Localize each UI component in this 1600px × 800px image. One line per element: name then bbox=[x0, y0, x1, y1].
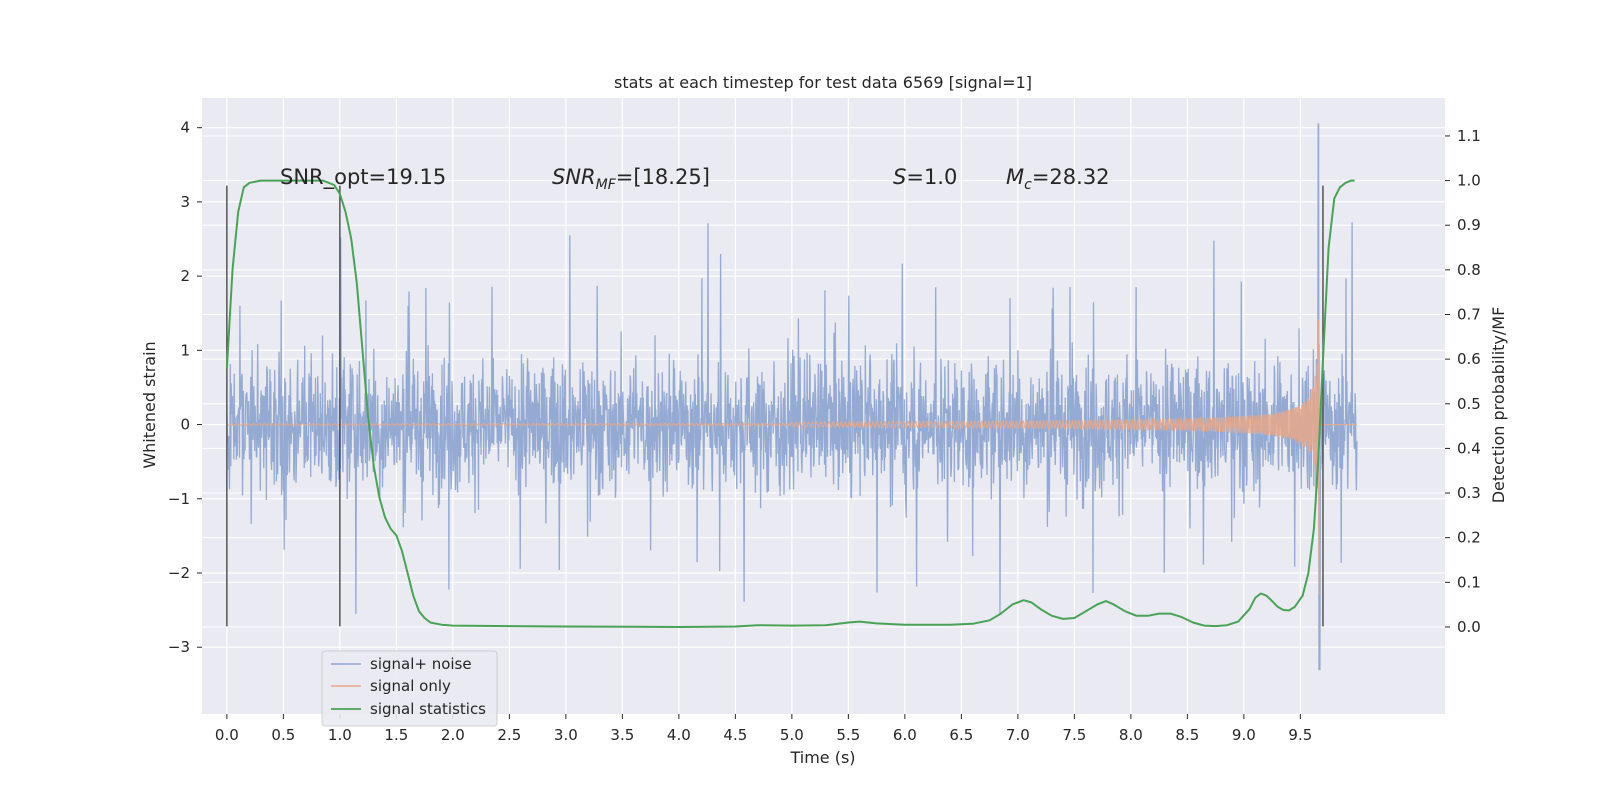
x-tick-label: 3.0 bbox=[554, 726, 578, 744]
x-tick-label: 2.0 bbox=[441, 726, 465, 744]
y2-tick-label: 0.8 bbox=[1457, 261, 1481, 279]
x-axis-label: Time (s) bbox=[789, 748, 855, 767]
x-tick-label: 9.5 bbox=[1288, 726, 1312, 744]
signal-statistics-line bbox=[225, 179, 1355, 628]
annotation-s-value: =1.0 bbox=[906, 165, 957, 189]
signal-noise-line bbox=[226, 123, 1358, 671]
legend-label-signal-only: signal only bbox=[370, 677, 451, 695]
annotation-snr-mf: SNRMF=[18.25] bbox=[552, 165, 710, 193]
chart-title: stats at each timestep for test data 656… bbox=[614, 73, 1032, 92]
x-tick-label: 1.0 bbox=[328, 726, 352, 744]
y2-axis-label: Detection probability/MF bbox=[1489, 307, 1508, 504]
x-tick-label: 2.5 bbox=[497, 726, 521, 744]
x-tick-label: 0.5 bbox=[271, 726, 295, 744]
annotation-mc-sub: c bbox=[1024, 177, 1032, 193]
x-tick-label: 6.0 bbox=[893, 726, 917, 744]
y-tick-label: 1 bbox=[180, 341, 190, 359]
x-tick-label: 7.5 bbox=[1062, 726, 1086, 744]
window-markers bbox=[226, 185, 1324, 627]
y2-tick-label: 1.0 bbox=[1457, 172, 1481, 190]
signal-only-line bbox=[226, 319, 1357, 595]
x-tick-label: 4.5 bbox=[723, 726, 747, 744]
y2-tick-label: 0.4 bbox=[1457, 439, 1481, 457]
annotation-snr-mf-name: SNR bbox=[552, 165, 596, 189]
y-tick-label: 2 bbox=[180, 267, 190, 285]
x-tick-label: 9.0 bbox=[1232, 726, 1256, 744]
x-tick-label: 5.0 bbox=[780, 726, 804, 744]
legend-label-signal-noise: signal+ noise bbox=[370, 655, 472, 673]
series-signal-noise bbox=[226, 123, 1358, 671]
legend-box bbox=[321, 650, 498, 727]
y-tick-label: −1 bbox=[168, 490, 190, 508]
annotation-mc-value: =28.32 bbox=[1032, 165, 1110, 189]
y-tick-label: 3 bbox=[180, 193, 190, 211]
x-tick-label: 8.0 bbox=[1119, 726, 1143, 744]
y2-tick-label: 0.5 bbox=[1457, 395, 1481, 413]
y2-tick-label: 0.0 bbox=[1457, 618, 1481, 636]
x-tick-label: 5.5 bbox=[836, 726, 860, 744]
y2-tick-label: 0.1 bbox=[1457, 573, 1481, 591]
y-tick-label: −2 bbox=[168, 564, 190, 582]
annotations: SNR_opt=19.15 SNRMF=[18.25] S=1.0 Mc=28.… bbox=[280, 165, 1110, 193]
annotation-s: S=1.0 bbox=[893, 165, 957, 189]
annotation-snr-mf-sub: MF bbox=[596, 177, 617, 193]
y2-tick-label: 1.1 bbox=[1457, 127, 1481, 145]
annotation-snr-mf-value: =[18.25] bbox=[616, 165, 710, 189]
annotation-mc-name: M bbox=[1006, 165, 1024, 189]
y-tick-label: −3 bbox=[168, 638, 190, 656]
y-tick-label: 4 bbox=[180, 119, 190, 137]
x-tick-label: 7.0 bbox=[1006, 726, 1030, 744]
series-signal-statistics bbox=[225, 179, 1355, 628]
x-tick-label: 6.5 bbox=[949, 726, 973, 744]
x-tick-label: 4.0 bbox=[667, 726, 691, 744]
y-axis-label: Whitened strain bbox=[140, 341, 159, 468]
y2-tick-label: 0.6 bbox=[1457, 350, 1481, 368]
y2-tick-label: 0.9 bbox=[1457, 216, 1481, 234]
x-tick-label: 3.5 bbox=[610, 726, 634, 744]
y-tick-label: 0 bbox=[180, 416, 190, 434]
y2-tick-label: 0.2 bbox=[1457, 529, 1481, 547]
annotation-snr-opt: SNR_opt=19.15 bbox=[280, 165, 446, 190]
y2-axis-ticks: 0.0 0.1 0.2 0.3 0.4 0.5 0.6 0.7 0.8 0.9 1.0 1.1 bbox=[1445, 127, 1481, 636]
y2-tick-label: 0.7 bbox=[1457, 305, 1481, 323]
x-axis-ticks: 0.0 0.5 1.0 1.5 2.0 2.5 3.0 3.5 4.0 4.5 5.0 5.5 6.0 6… bbox=[215, 714, 1312, 744]
annotation-mc: Mc=28.32 bbox=[1006, 165, 1110, 193]
y-axis-ticks: −3 −2 −1 0 1 2 3 4 bbox=[168, 119, 202, 656]
x-tick-label: 1.5 bbox=[384, 726, 408, 744]
y2-tick-label: 0.3 bbox=[1457, 484, 1481, 502]
legend: signal+ noise signal only signal statist… bbox=[321, 650, 498, 727]
x-tick-label: 8.5 bbox=[1175, 726, 1199, 744]
legend-label-signal-statistics: signal statistics bbox=[370, 700, 486, 718]
series-signal-only bbox=[226, 319, 1357, 595]
annotation-s-name: S bbox=[893, 165, 906, 189]
x-tick-label: 0.0 bbox=[215, 726, 239, 744]
